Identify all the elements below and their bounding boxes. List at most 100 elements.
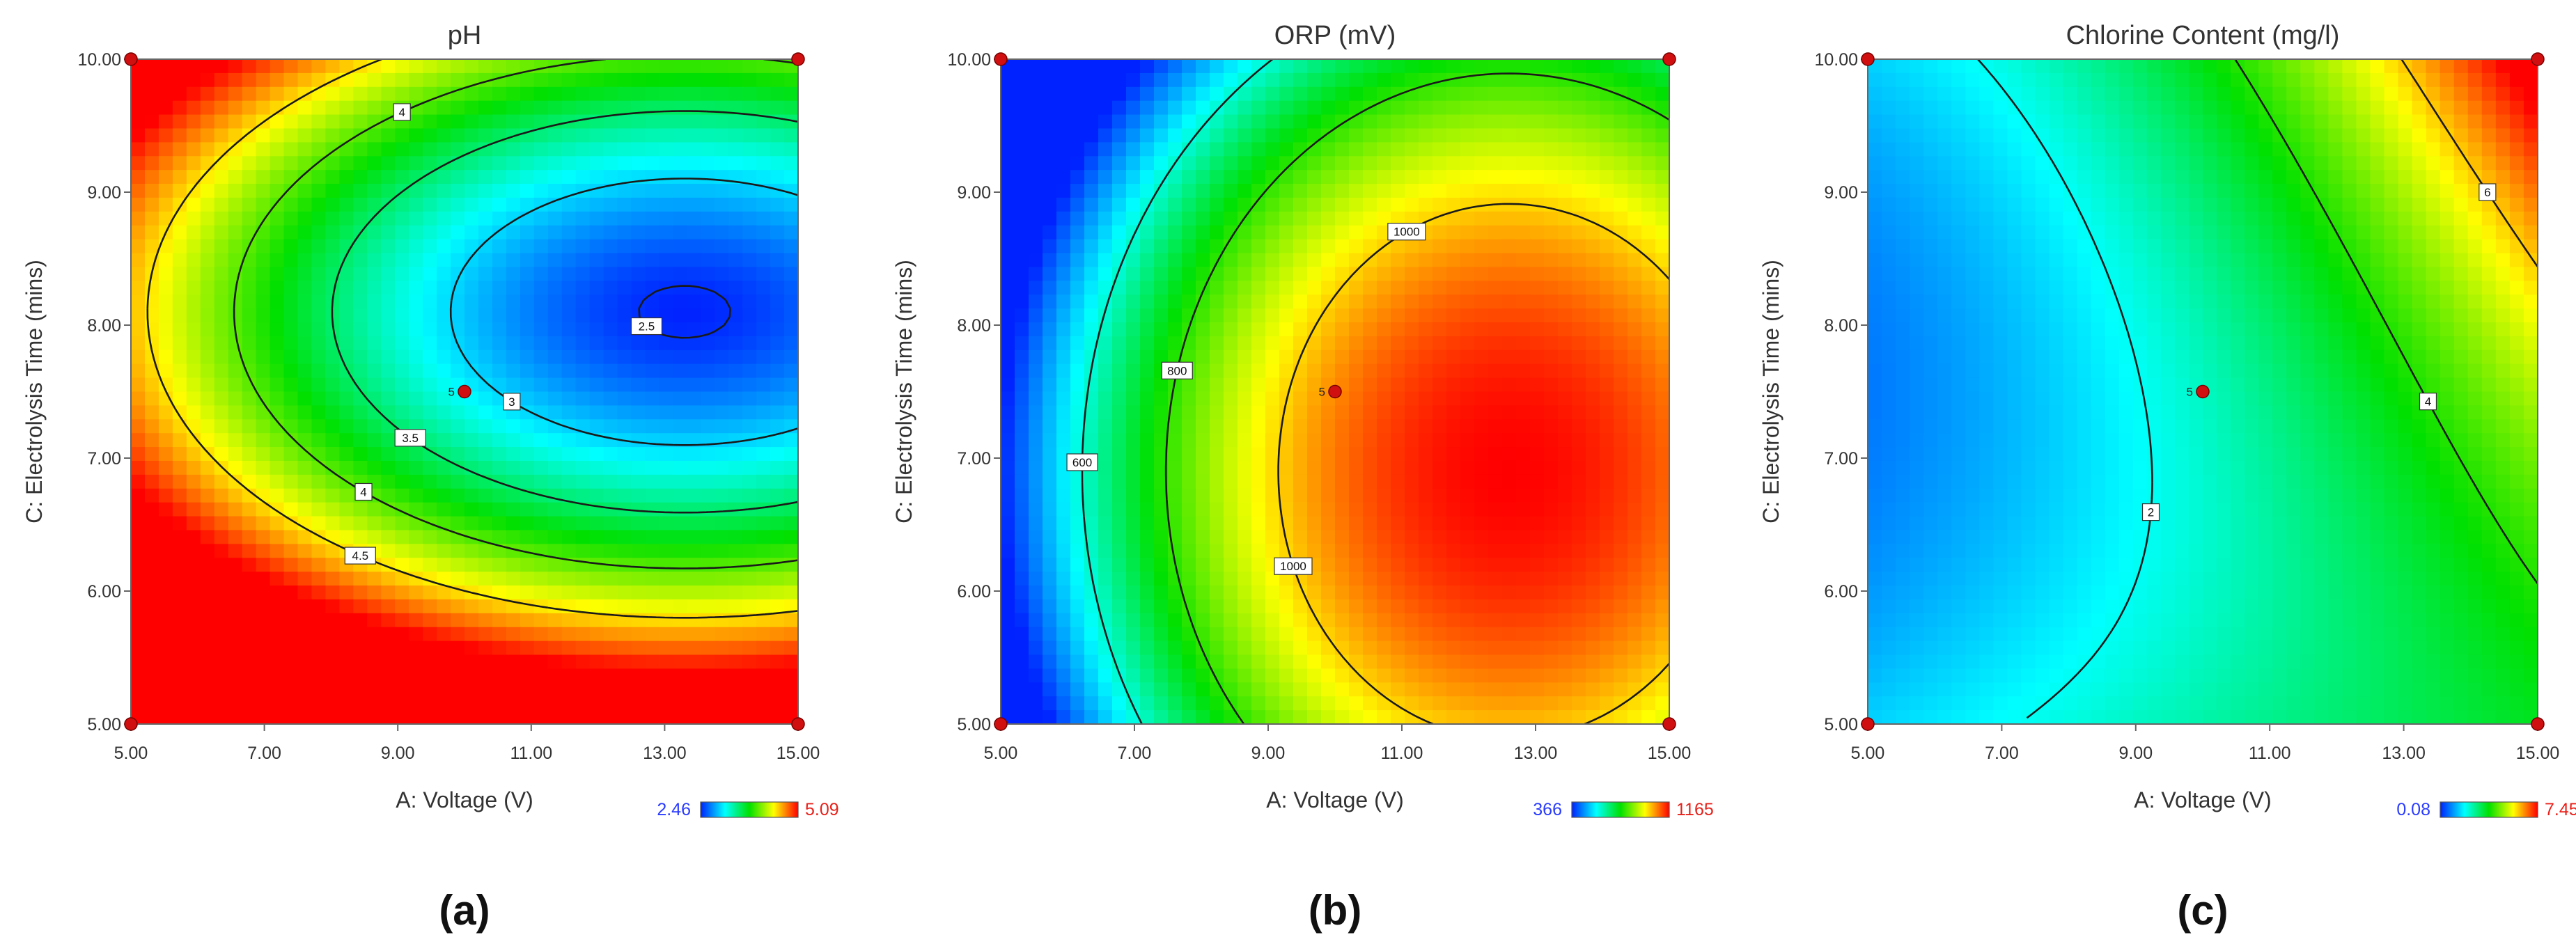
colorbar-max-label: 1165 (1676, 800, 1714, 819)
heatmap-cell (1655, 474, 1669, 489)
contour-label: 600 (1072, 456, 1092, 469)
heatmap-cell (603, 267, 618, 282)
heatmap-cell (1502, 184, 1517, 198)
heatmap-cell (1238, 572, 1252, 586)
heatmap-cell (1377, 281, 1391, 296)
heatmap-cell (1056, 184, 1071, 198)
heatmap-cell (1001, 225, 1015, 240)
heatmap-cell (395, 558, 410, 573)
heatmap-cell (1056, 599, 1071, 614)
heatmap-cell (256, 253, 271, 268)
heatmap-cell (1224, 682, 1238, 698)
heatmap-cell (1098, 419, 1113, 434)
heatmap-cell (1363, 405, 1377, 421)
heatmap-cell (1446, 488, 1461, 503)
heatmap-cell (1307, 211, 1322, 226)
heatmap-cell (1029, 696, 1043, 712)
heatmap-cell (1224, 502, 1238, 517)
heatmap-cell (325, 419, 341, 434)
heatmap-cell (353, 419, 368, 434)
heatmap-cell (353, 114, 368, 129)
heatmap-cell (1405, 627, 1419, 642)
heatmap-cell (1405, 391, 1419, 407)
heatmap-cell (547, 613, 563, 628)
heatmap-cell (1641, 336, 1656, 351)
heatmap-cell (1084, 59, 1099, 74)
heatmap-cell (256, 640, 271, 656)
heatmap-cell (2328, 72, 2343, 88)
heatmap-cell (1516, 156, 1531, 171)
heatmap-cell (1168, 322, 1182, 337)
heatmap-cell (283, 114, 299, 129)
heatmap-cell (1655, 696, 1669, 712)
heatmap-cell (1965, 59, 1981, 74)
heatmap-cell (728, 100, 744, 116)
heatmap-cell (631, 211, 646, 226)
heatmap-cell (659, 682, 674, 698)
heatmap-cell (1433, 72, 1447, 88)
heatmap-cell (395, 474, 410, 489)
heatmap-cell (465, 211, 479, 226)
heatmap-cell (645, 710, 660, 724)
heatmap-cell (2091, 128, 2106, 143)
heatmap-cell (423, 474, 437, 489)
heatmap-cell (1084, 128, 1099, 143)
heatmap-cell (186, 128, 201, 143)
heatmap-cell (1558, 267, 1572, 282)
heatmap-cell (200, 197, 215, 212)
heatmap-cell (158, 336, 173, 351)
chart-title: pH (448, 21, 482, 50)
heatmap-cell (2258, 86, 2274, 102)
heatmap-cell (256, 142, 271, 157)
heatmap-cell (186, 239, 201, 254)
heatmap-cell (1405, 239, 1419, 254)
heatmap-cell (1446, 363, 1461, 379)
heatmap-cell (311, 488, 327, 503)
heatmap-cell (1126, 460, 1141, 475)
heatmap-cell (270, 613, 285, 628)
heatmap-cell (1265, 627, 1280, 642)
heatmap-cell (297, 572, 313, 586)
heatmap-cell (1196, 322, 1210, 337)
heatmap-cell (1238, 142, 1252, 157)
heatmap-cell (1488, 239, 1503, 254)
heatmap-cell (242, 156, 257, 171)
heatmap-cell (506, 530, 521, 545)
heatmap-cell (423, 336, 437, 351)
heatmap-cell (1224, 447, 1238, 462)
heatmap-cell (270, 530, 285, 545)
heatmap-cell (1265, 322, 1280, 337)
heatmap-cell (603, 530, 618, 545)
heatmap-cell (228, 391, 243, 407)
heatmap-cell (242, 170, 257, 184)
heatmap-cell (1321, 654, 1336, 670)
heatmap-cell (728, 86, 744, 102)
heatmap-cell (1154, 294, 1169, 310)
heatmap-cell (1614, 72, 1628, 88)
heatmap-cell (1196, 460, 1210, 475)
heatmap-cell (1056, 86, 1071, 102)
heatmap-cell (283, 336, 299, 351)
heatmap-cell (1029, 267, 1043, 282)
heatmap-cell (1446, 377, 1461, 393)
heatmap-cell (297, 294, 313, 310)
heatmap-cell (1614, 363, 1628, 379)
heatmap-cell (575, 447, 591, 462)
heatmap-cell (158, 544, 173, 559)
heatmap-cell (1655, 211, 1669, 226)
heatmap-cell (131, 682, 146, 698)
heatmap-cell (144, 682, 159, 698)
heatmap-cell (1502, 253, 1517, 268)
heatmap-cell (256, 59, 271, 74)
heatmap-cell (1474, 86, 1489, 102)
contour-label-box (503, 393, 521, 411)
heatmap-cell (381, 308, 396, 323)
heatmap-cell (381, 460, 396, 475)
heatmap-cell (1210, 363, 1224, 379)
heatmap-cell (1293, 86, 1308, 102)
heatmap-cell (1210, 211, 1224, 226)
heatmap-cell (1070, 267, 1085, 282)
heatmap-cell (1377, 530, 1391, 545)
heatmap-cell (1043, 239, 1057, 254)
heatmap-cell (1238, 267, 1252, 282)
